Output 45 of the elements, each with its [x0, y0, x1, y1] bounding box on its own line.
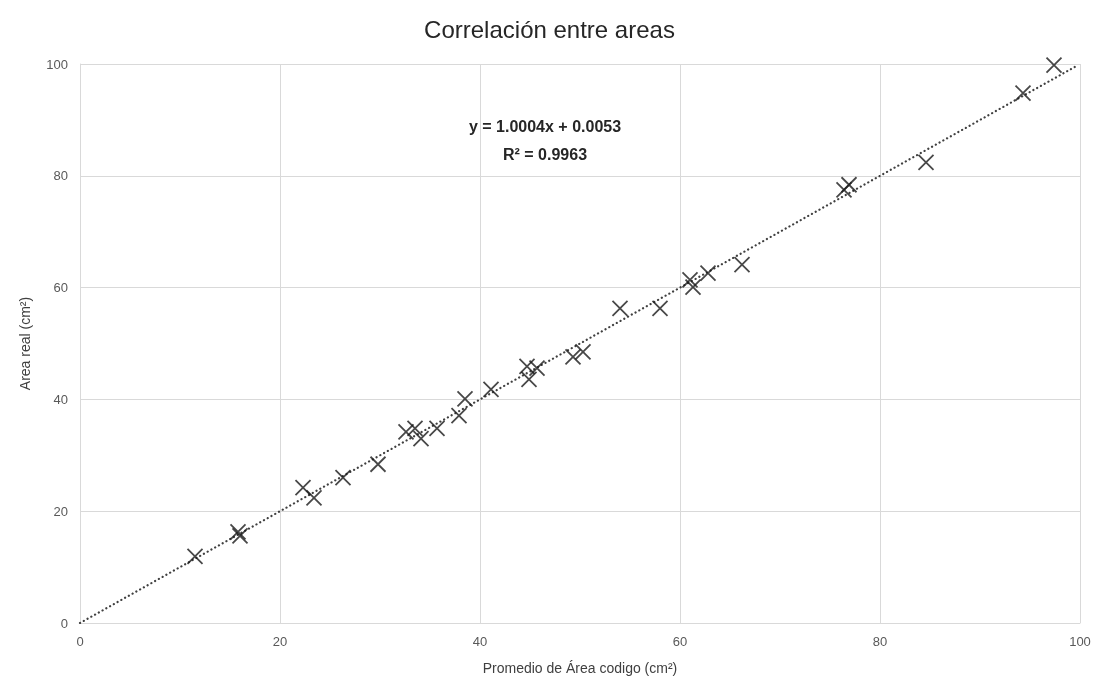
point [482, 380, 500, 398]
point [450, 407, 468, 425]
x-tick-label: 0 [76, 634, 84, 649]
x-tick-label: 40 [472, 634, 488, 649]
point [684, 278, 702, 296]
point [681, 271, 699, 289]
point [1045, 56, 1063, 74]
point [651, 299, 669, 317]
point [397, 423, 415, 441]
x-tick-label: 20 [272, 634, 288, 649]
x-axis-title: Promedio de Área codigo (cm²) [482, 660, 678, 676]
y-tick-label: 60 [53, 280, 68, 296]
point [456, 390, 474, 408]
point [334, 469, 352, 487]
point [412, 430, 430, 447]
point [840, 176, 858, 194]
point [564, 348, 582, 366]
point [917, 153, 935, 171]
point [699, 264, 717, 282]
x-tick-label: 100 [1069, 634, 1091, 649]
point [428, 420, 446, 437]
point [574, 343, 592, 361]
x-tick-label: 60 [672, 634, 688, 649]
y-tick-label: 80 [53, 168, 68, 184]
chart-title: Correlación entre areas [424, 15, 675, 43]
annotation: R² = 0.9963 [502, 145, 588, 163]
y-tick-label: 0 [60, 615, 68, 631]
y-tick-label: 20 [53, 503, 68, 519]
point [229, 523, 247, 541]
annotation: y = 1.0004x + 0.0053 [468, 117, 622, 135]
point [294, 479, 312, 497]
point [305, 489, 323, 507]
point [186, 548, 204, 565]
point [733, 256, 751, 274]
y-tick-label: 100 [46, 56, 68, 72]
point [611, 299, 629, 317]
point [1014, 84, 1032, 102]
y-tick-label: 40 [53, 391, 68, 407]
point [369, 455, 387, 473]
x-tick-label: 80 [872, 634, 888, 649]
point [528, 359, 546, 377]
y-axis-title: Area real (cm²) [17, 296, 33, 391]
point [835, 181, 853, 199]
point [406, 420, 424, 437]
point [231, 527, 249, 545]
